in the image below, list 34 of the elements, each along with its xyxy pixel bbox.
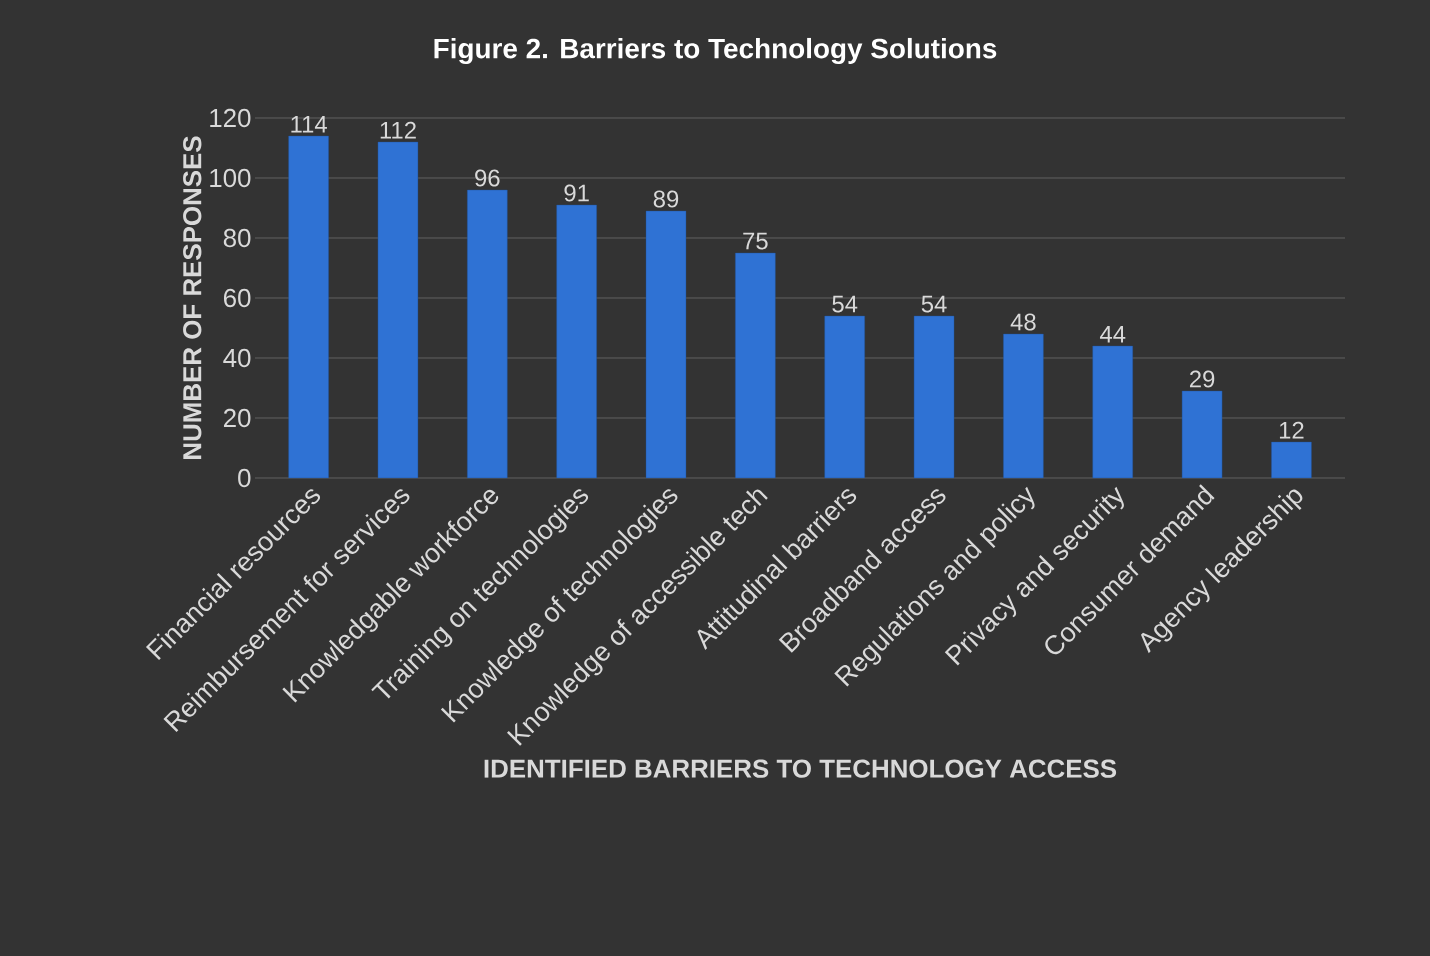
bar: [467, 189, 508, 479]
bar: [645, 210, 687, 479]
data-label: 12: [1279, 421, 1304, 439]
bar: [288, 135, 329, 479]
bar: [1181, 390, 1223, 479]
data-label: 91: [564, 184, 589, 202]
bar: [913, 315, 955, 479]
data-label: 29: [1189, 370, 1215, 388]
y-tick-label: 0: [238, 468, 251, 488]
bar: [1271, 441, 1312, 479]
data-label: 54: [921, 295, 947, 313]
y-axis-title: NUMBER OF RESPONSES: [183, 136, 202, 459]
bar: [1092, 345, 1133, 479]
data-label: 112: [380, 121, 416, 139]
y-tick-label: 20: [223, 408, 251, 428]
bar: [377, 141, 419, 479]
data-label: 96: [475, 169, 500, 187]
data-label: 54: [832, 295, 858, 313]
bar: [556, 204, 597, 479]
data-label: 89: [653, 190, 679, 208]
data-label: 75: [743, 232, 768, 250]
data-label: 48: [1010, 313, 1036, 331]
chart-title: Figure 2. Barriers to Technology Solutions: [434, 37, 997, 65]
y-tick-label: 40: [223, 348, 251, 368]
bar: [735, 252, 776, 479]
y-tick-label: 60: [223, 288, 251, 308]
bar: [824, 315, 865, 479]
y-tick-label: 80: [223, 228, 251, 248]
data-label: 114: [291, 116, 327, 133]
bar: [1003, 333, 1044, 479]
y-tick-label: 100: [210, 168, 251, 188]
x-axis-title: IDENTIFIED BARRIERS TO TECHNOLOGY ACCESS: [484, 759, 1117, 778]
data-label: 44: [1099, 326, 1126, 343]
y-tick-label: 120: [210, 108, 251, 128]
